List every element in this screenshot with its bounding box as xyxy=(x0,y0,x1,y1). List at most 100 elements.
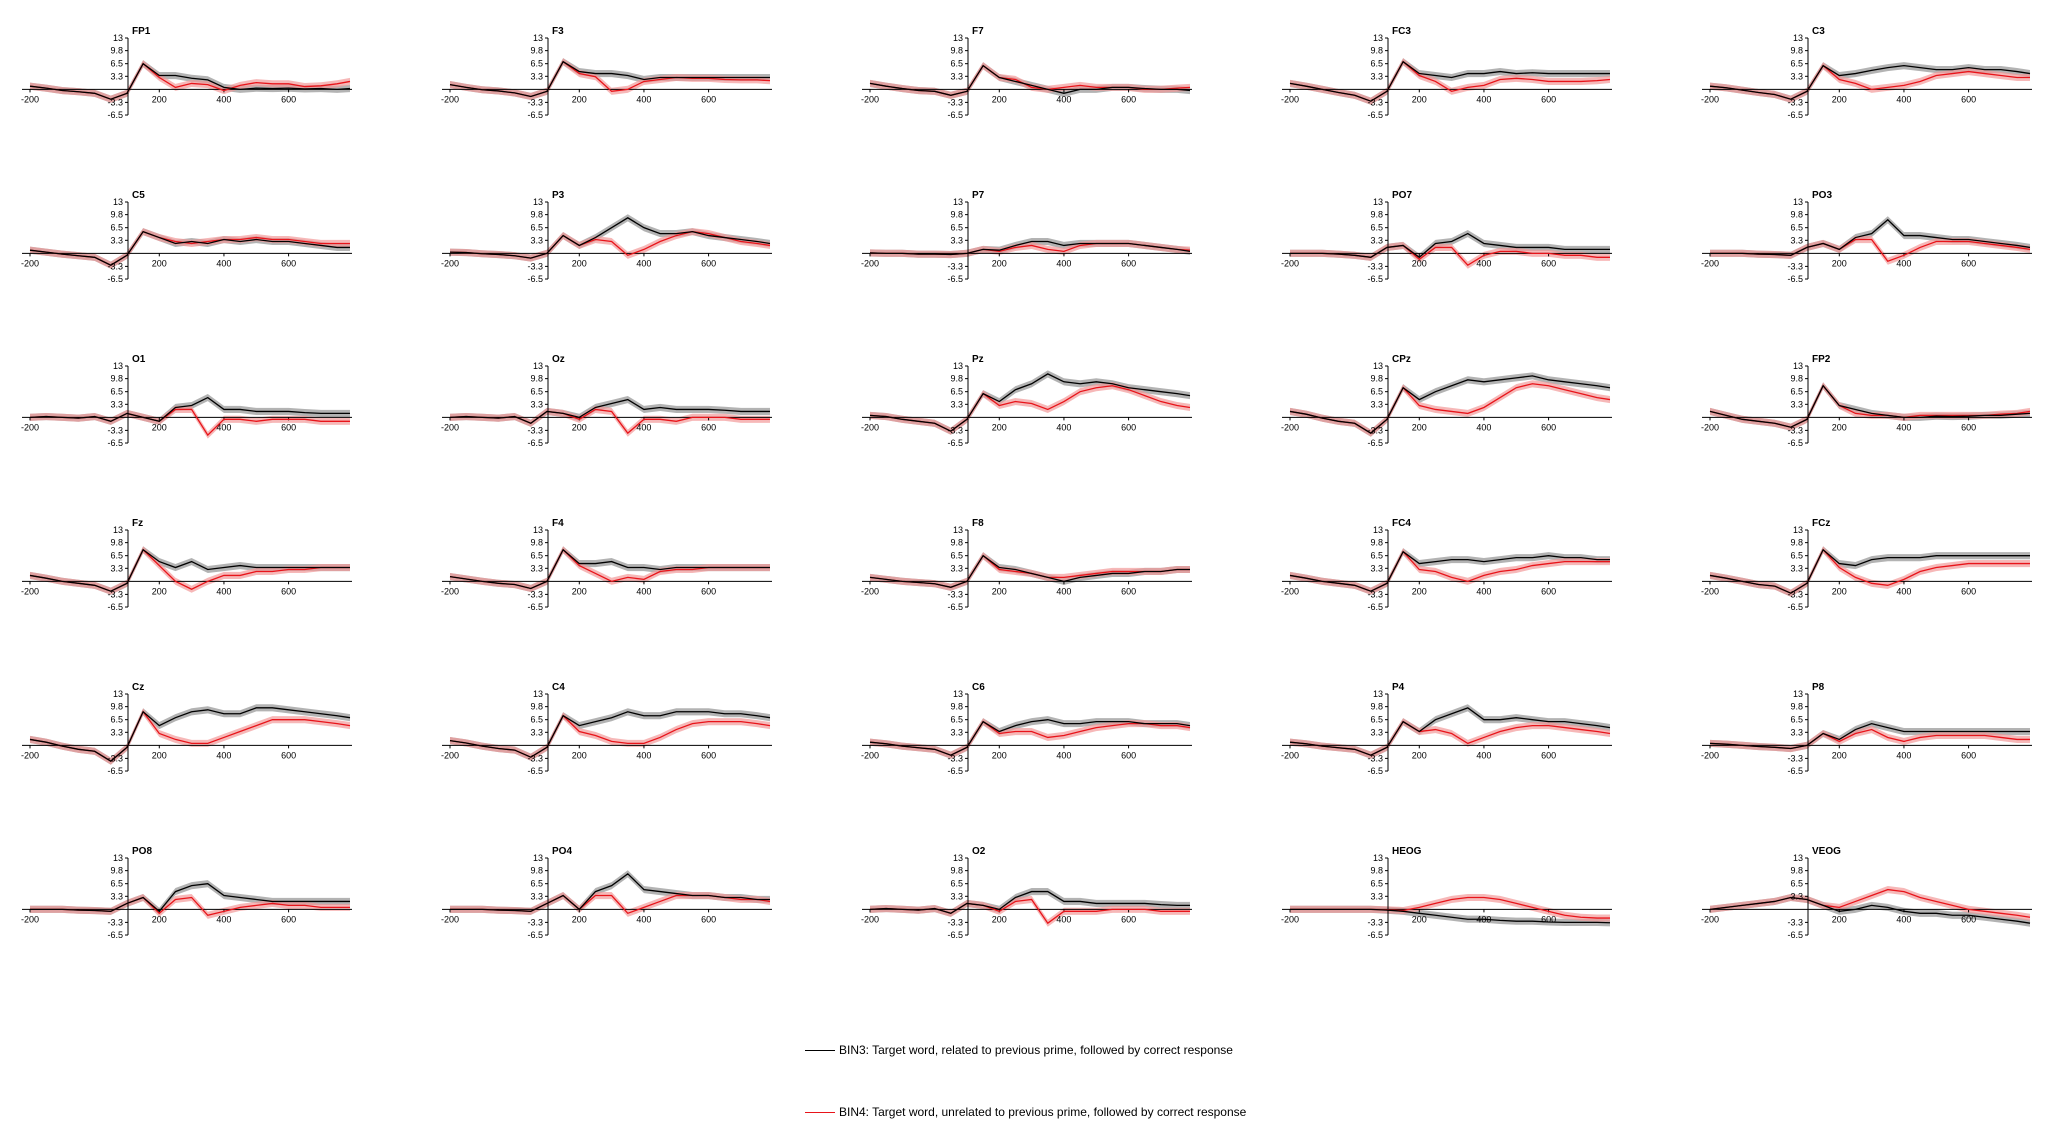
x-tick-label: -200 xyxy=(1281,422,1299,432)
x-tick-label: 600 xyxy=(1541,586,1556,596)
y-tick-label: -6.5 xyxy=(1367,438,1383,448)
y-tick-label: -6.5 xyxy=(107,766,123,776)
channel-title: PO3 xyxy=(1812,190,1832,201)
y-tick-label: 6.5 xyxy=(1790,551,1803,561)
y-tick-label: 13 xyxy=(953,197,963,207)
y-tick-label: -6.5 xyxy=(107,110,123,120)
channel-title: F8 xyxy=(972,518,984,529)
y-tick-label: 9.8 xyxy=(110,866,123,876)
bin3-error-band xyxy=(1290,230,1610,261)
y-tick-label: 13 xyxy=(1373,525,1383,535)
x-tick-label: 400 xyxy=(1896,94,1911,104)
y-tick-label: 13 xyxy=(1373,361,1383,371)
x-tick-label: 600 xyxy=(701,586,716,596)
y-tick-label: 13 xyxy=(953,33,963,43)
y-tick-label: -3.3 xyxy=(107,97,123,107)
x-tick-label: 600 xyxy=(701,94,716,104)
x-tick-label: 400 xyxy=(216,914,231,924)
x-tick-label: 600 xyxy=(1961,586,1976,596)
channel-panel: 13 9.8 6.5 3.3 -3.3 -6.5 -200 200 400 600 P7 xyxy=(861,190,1192,284)
channel-title: FP2 xyxy=(1812,354,1831,365)
x-tick-label: -200 xyxy=(861,914,879,924)
bin3-error-band xyxy=(1290,58,1610,105)
y-tick-label: 6.5 xyxy=(950,59,963,69)
y-tick-label: -3.3 xyxy=(947,97,963,107)
channel-panel: 13 9.8 6.5 3.3 -3.3 -6.5 -200 200 400 600 C3 xyxy=(1701,26,2032,120)
y-tick-label: 3.3 xyxy=(1790,399,1803,409)
y-tick-label: 6.5 xyxy=(1370,223,1383,233)
x-tick-label: 600 xyxy=(281,94,296,104)
bin3-series-line xyxy=(449,711,771,758)
x-tick-label: 600 xyxy=(1541,914,1556,924)
x-tick-label: 400 xyxy=(1896,258,1911,268)
channel-panel: 13 9.8 6.5 3.3 -3.3 -6.5 -200 200 400 600 F7 xyxy=(861,26,1192,120)
y-tick-label: 3.3 xyxy=(110,727,123,737)
y-tick-label: 6.5 xyxy=(110,59,123,69)
x-tick-label: 400 xyxy=(636,94,651,104)
x-tick-label: 200 xyxy=(1832,914,1847,924)
y-tick-label: 3.3 xyxy=(950,235,963,245)
bin4-error-band xyxy=(870,239,1190,259)
channel-panel: 13 9.8 6.5 3.3 -3.3 -6.5 -200 200 400 600 PO8 xyxy=(21,846,352,940)
y-tick-label: -3.3 xyxy=(1367,753,1383,763)
legend: BIN3: Target word, related to previous p… xyxy=(805,1040,1505,1130)
x-tick-label: 200 xyxy=(1412,94,1427,104)
y-tick-label: 6.5 xyxy=(1370,59,1383,69)
bin3-error-band xyxy=(1290,548,1610,595)
y-tick-label: 9.8 xyxy=(1370,702,1383,712)
y-tick-label: 13 xyxy=(1793,689,1803,699)
bin3-error-band xyxy=(1710,546,2030,597)
y-tick-label: 13 xyxy=(953,853,963,863)
y-tick-label: 6.5 xyxy=(1790,59,1803,69)
x-tick-label: 200 xyxy=(1832,422,1847,432)
x-tick-label: 200 xyxy=(992,94,1007,104)
x-tick-label: -200 xyxy=(21,586,39,596)
y-tick-label: -6.5 xyxy=(947,110,963,120)
bin3-error-band xyxy=(1710,720,2030,753)
x-tick-label: 600 xyxy=(281,914,296,924)
legend-swatch-bin4 xyxy=(805,1111,835,1113)
y-tick-label: 9.8 xyxy=(530,866,543,876)
y-tick-label: -6.5 xyxy=(1367,110,1383,120)
y-tick-label: 9.8 xyxy=(110,46,123,56)
y-tick-label: -3.3 xyxy=(1787,753,1803,763)
y-tick-label: -3.3 xyxy=(1367,97,1383,107)
y-tick-label: 6.5 xyxy=(1370,879,1383,889)
y-tick-label: -6.5 xyxy=(947,766,963,776)
x-tick-label: 200 xyxy=(152,914,167,924)
channel-title: PO8 xyxy=(132,846,152,857)
bin4-error-band xyxy=(870,718,1190,759)
channel-panel: 13 9.8 6.5 3.3 -3.3 -6.5 -200 200 400 600 PO4 xyxy=(441,846,772,940)
y-tick-label: 6.5 xyxy=(1370,551,1383,561)
bin4-error-band xyxy=(1290,718,1610,759)
y-tick-label: 9.8 xyxy=(1790,210,1803,220)
channel-title: P4 xyxy=(1392,682,1405,693)
bin3-series-line xyxy=(869,240,1191,256)
y-tick-label: -3.3 xyxy=(527,753,543,763)
x-tick-label: 400 xyxy=(1056,586,1071,596)
y-tick-label: 3.3 xyxy=(1790,891,1803,901)
x-tick-label: 400 xyxy=(216,422,231,432)
bin3-error-band xyxy=(870,716,1190,759)
y-tick-label: 3.3 xyxy=(1370,563,1383,573)
channel-panel: 13 9.8 6.5 3.3 -3.3 -6.5 -200 200 400 600 P3 xyxy=(441,190,772,284)
x-tick-label: -200 xyxy=(21,258,39,268)
y-tick-label: 9.8 xyxy=(530,538,543,548)
y-tick-label: 3.3 xyxy=(1370,891,1383,901)
y-tick-label: 9.8 xyxy=(530,210,543,220)
bin4-error-band xyxy=(30,60,350,103)
bin3-series-line xyxy=(29,707,351,762)
x-tick-label: -200 xyxy=(1281,750,1299,760)
y-tick-label: -6.5 xyxy=(1787,766,1803,776)
x-tick-label: 400 xyxy=(1476,258,1491,268)
x-tick-label: 600 xyxy=(1541,94,1556,104)
y-tick-label: 3.3 xyxy=(110,71,123,81)
x-tick-label: 200 xyxy=(1412,258,1427,268)
y-tick-label: -3.3 xyxy=(1367,917,1383,927)
y-tick-label: 6.5 xyxy=(530,879,543,889)
x-tick-label: 600 xyxy=(1121,914,1136,924)
channel-panel: 13 9.8 6.5 3.3 -3.3 -6.5 -200 200 400 600 Fz xyxy=(21,518,352,612)
channel-panel: 13 9.8 6.5 3.3 -3.3 -6.5 -200 200 400 600 Oz xyxy=(441,354,772,448)
bin3-series-line xyxy=(1290,908,1611,924)
y-tick-label: -3.3 xyxy=(527,917,543,927)
